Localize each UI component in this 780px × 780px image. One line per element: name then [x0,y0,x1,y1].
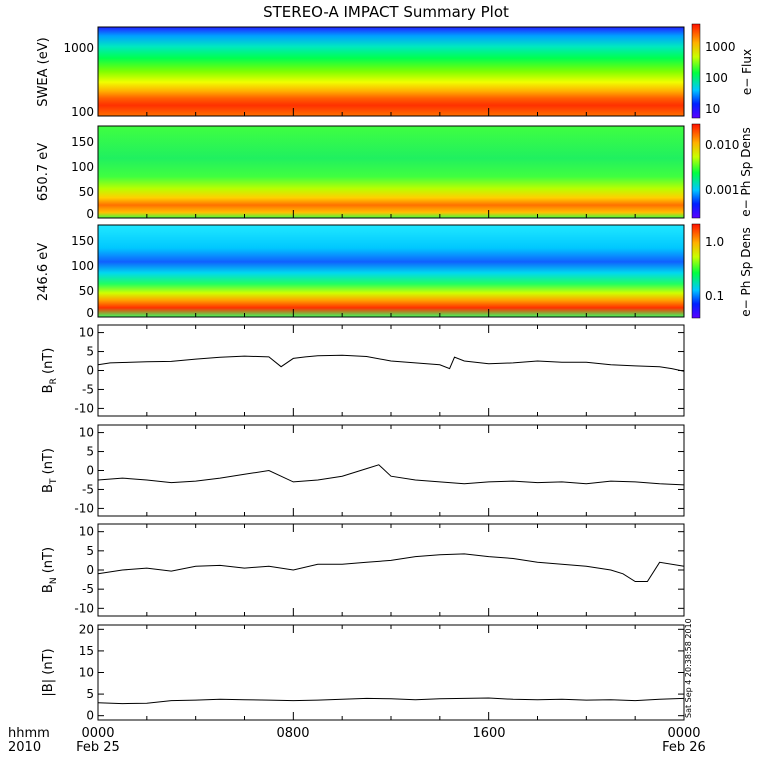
bn-ylabel: BN (nT) [41,547,59,593]
br-ytick-label: 10 [79,326,94,340]
x-date-start: Feb 25 [76,740,120,755]
br-ylabel: BR (nT) [41,348,59,394]
bmag-ylabel: |B| (nT) [41,648,56,696]
timestamp: Sat Sep 4 20:38:58 2010 [684,618,693,718]
pa650-cbar-label: e− Ph Sp Dens [739,127,753,216]
bn-frame [97,523,685,617]
bn-panel: 10 5 0 -5 -10 BN (nT) [41,523,685,617]
pa246-ylabel: 246.6 eV [36,243,51,301]
bn-series-line [97,553,685,582]
pa650-colorbar [691,123,701,219]
bt-ylabel: BT (nT) [41,448,59,493]
pa246-ytick-0: 0 [86,306,94,320]
pa246-colorbar [691,223,701,319]
bt-panel: 10 5 0 -5 -10 BT (nT) [41,424,685,517]
bmag-frame [97,624,685,721]
pa650-spectrogram [98,126,684,218]
swea-cbar-tick-100: 100 [705,71,728,85]
x-axis: hhmm 2010 0000 0800 1600 0000 Feb 25 Feb… [8,726,706,755]
pa246-ytick-50: 50 [79,284,94,298]
swea-cbar-tick-1000: 1000 [705,40,736,54]
bn-ytick-label: -5 [82,582,94,596]
corner-label-year: 2010 [8,740,41,755]
br-ytick-label: -10 [74,401,94,415]
pa650-ytick-100: 100 [71,160,94,174]
bt-ytick-label: -5 [82,482,94,496]
pa650-panel: 150 100 50 0 650.7 eV 0.010 0.001 e− Ph … [36,123,753,221]
pa650-ytick-150: 150 [71,135,94,149]
bn-ytick-label: 0 [86,563,94,577]
swea-panel: 1000 100 SWEA (eV) 1000 100 10 e− Flux [36,23,754,119]
pa246-cbar-label: e− Ph Sp Dens [739,227,753,316]
bmag-ytick-label: 10 [79,666,94,680]
pa650-cbar-tick-0001: 0.001 [705,183,739,197]
swea-ytick-100: 100 [71,105,94,119]
swea-ytick-1000: 1000 [63,41,94,55]
swea-spectrogram [98,27,684,116]
pa246-panel: 150 100 50 0 246.6 eV 1.0 0.1 e− Ph Sp D… [36,223,753,320]
x-tick-0000-start: 0000 [81,726,114,741]
bt-ytick-label: 5 [86,445,94,459]
bmag-series-line [97,697,685,705]
br-series-line [97,354,685,372]
br-ytick-label: 5 [86,345,94,359]
bmag-ytick-label: 5 [86,687,94,701]
swea-ylabel: SWEA (eV) [36,37,51,106]
bn-ytick-label: 10 [79,525,94,539]
bmag-ytick-label: 20 [79,622,94,636]
bn-ytick-label: 5 [86,544,94,558]
pa650-cbar-tick-0010: 0.010 [705,138,739,152]
bt-frame [97,424,685,517]
pa246-cbar-tick-01: 0.1 [705,289,724,303]
bt-ytick-label: -10 [74,501,94,515]
bmag-panel: 20 15 10 5 0 |B| (nT) [41,622,685,723]
x-tick-0000-end: 0000 [667,726,700,741]
x-date-end: Feb 26 [662,740,706,755]
x-tick-0800: 0800 [276,726,309,741]
br-frame [97,324,685,417]
bt-series-line [97,464,685,486]
corner-label-hhmm: hhmm [8,726,50,741]
plot-title: STEREO-A IMPACT Summary Plot [263,3,509,21]
x-tick-1600: 1600 [472,726,505,741]
pa650-ytick-0: 0 [86,207,94,221]
pa246-spectrogram [98,225,684,317]
bmag-ytick-label: 0 [86,709,94,723]
bt-ytick-label: 0 [86,464,94,478]
swea-cbar-tick-10: 10 [705,102,720,116]
pa650-ylabel: 650.7 eV [36,143,51,201]
bmag-ytick-label: 15 [79,644,94,658]
pa246-cbar-tick-10: 1.0 [705,235,724,249]
bt-ytick-label: 10 [79,426,94,440]
pa650-ytick-50: 50 [79,185,94,199]
swea-colorbar [691,23,701,119]
br-panel: 10 5 0 -5 -10 BR (nT) [41,324,685,417]
br-ytick-label: -5 [82,382,94,396]
swea-cbar-label: e− Flux [740,49,754,95]
br-ytick-label: 0 [86,364,94,378]
pa246-ytick-150: 150 [71,234,94,248]
pa246-ytick-100: 100 [71,259,94,273]
bn-ytick-label: -10 [74,601,94,615]
